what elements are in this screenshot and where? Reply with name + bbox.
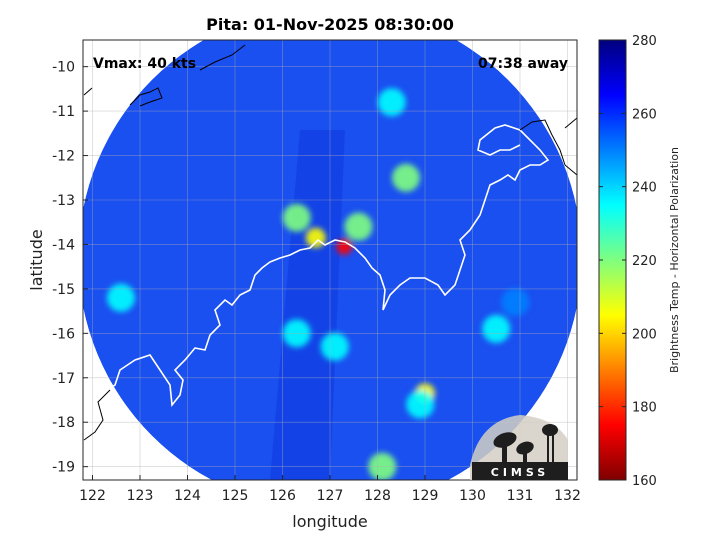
time-away-annotation: 07:38 away <box>478 56 568 72</box>
colorbar-label: Brightness Temp - Horizontal Polarizatio… <box>668 147 681 373</box>
y-axis: -10 -11 -12 -13 -14 -15 -16 -17 -18 -19 <box>52 60 88 476</box>
swath-feature-4 <box>392 163 420 192</box>
y-tick-label: -15 <box>52 282 75 298</box>
grid-lines <box>83 40 577 480</box>
y-tick-label: -12 <box>52 149 75 165</box>
swath-feature-2 <box>344 212 373 241</box>
y-tick-label: -18 <box>52 415 75 431</box>
logo-text: CIMSS <box>491 466 549 479</box>
x-tick-label: 122 <box>79 488 106 504</box>
swath-feature-10 <box>501 288 530 317</box>
colorbar-tick-label: 240 <box>632 181 657 196</box>
y-tick-label: -16 <box>52 326 75 342</box>
swath-feature-8 <box>320 332 349 361</box>
vmax-annotation: Vmax: 40 kts <box>93 56 196 72</box>
y-tick-label: -11 <box>52 104 75 120</box>
coastline <box>83 124 550 441</box>
colorbar-tick-label: 280 <box>632 34 657 49</box>
colorbar-tick-label: 220 <box>632 254 657 269</box>
swath-feature-12 <box>377 88 406 117</box>
x-tick-label: 127 <box>317 488 344 504</box>
colorbar-tick-label: 260 <box>632 107 657 122</box>
swath-band <box>270 130 345 480</box>
x-tick-label: 128 <box>364 488 391 504</box>
y-tick-label: -10 <box>52 60 75 76</box>
x-tick-label: 131 <box>507 488 534 504</box>
swath-feature-13 <box>107 283 135 312</box>
x-axis-label: longitude <box>292 512 367 531</box>
coastline-outside <box>83 44 577 441</box>
x-axis: 122 123 124 125 126 127 128 129 130 131 132 <box>79 475 581 504</box>
colorbar <box>598 39 627 481</box>
colorbar-tick-label: 180 <box>632 401 657 416</box>
y-tick-label: -19 <box>52 460 75 476</box>
swath-feature-6 <box>406 390 435 419</box>
cimss-logo-icon: CIMSS <box>470 415 568 480</box>
y-tick-label: -17 <box>52 371 75 387</box>
swath-feature-0 <box>336 238 353 255</box>
x-tick-label: 130 <box>459 488 486 504</box>
colorbar-tick-label: 200 <box>632 327 657 342</box>
colorbar-ticks: 160 180 200 220 240 260 280 <box>599 34 657 489</box>
y-tick-label: -14 <box>52 237 75 253</box>
swath-feature-1 <box>305 227 326 248</box>
x-tick-label: 124 <box>174 488 201 504</box>
y-tick-label: -13 <box>52 193 75 209</box>
colorbar-tick-label: 160 <box>632 474 657 489</box>
chart-title: Pita: 01-Nov-2025 08:30:00 <box>206 15 454 34</box>
x-tick-label: 126 <box>269 488 296 504</box>
x-tick-label: 125 <box>222 488 249 504</box>
x-tick-label: 123 <box>127 488 154 504</box>
x-tick-label: 129 <box>412 488 439 504</box>
swath-feature-3 <box>282 203 311 232</box>
y-axis-label: latitude <box>27 229 46 290</box>
swath-feature-9 <box>482 314 511 343</box>
x-tick-label: 132 <box>554 488 581 504</box>
